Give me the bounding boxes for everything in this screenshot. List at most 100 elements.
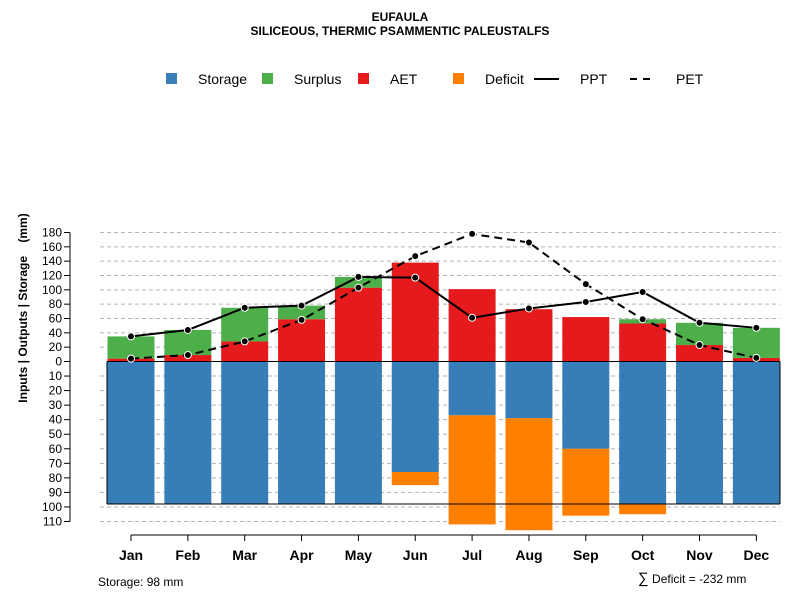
- chart-subtitle: SILICEOUS, THERMIC PSAMMENTIC PALEUSTALF…: [250, 24, 550, 38]
- bar-storage-mar: [221, 361, 269, 505]
- bar-storage-sep: [562, 361, 610, 449]
- bar-deficit-sep: [562, 448, 610, 516]
- bar-deficit-jun: [391, 472, 439, 486]
- y-tick-label-top-0: 0: [55, 355, 62, 369]
- bar-storage-oct: [619, 361, 667, 505]
- bar-storage-aug: [505, 361, 553, 419]
- x-tick-label-feb: Feb: [175, 547, 200, 563]
- legend-label-ppt: PPT: [580, 71, 608, 87]
- y-tick-label-top-40: 40: [49, 326, 63, 340]
- bar-aet-may: [334, 287, 382, 362]
- bar-storage-jun: [391, 361, 439, 473]
- bar-surplus-dec: [732, 327, 780, 358]
- x-tick-label-jan: Jan: [119, 547, 143, 563]
- bar-aet-mar: [221, 341, 269, 362]
- bar-surplus-feb: [164, 329, 212, 356]
- legend-label-storage: Storage: [198, 71, 247, 87]
- ppt-point-aug: [524, 304, 533, 313]
- bar-aet-aug: [505, 309, 553, 362]
- pet-point-jan: [127, 354, 135, 363]
- bar-storage-dec: [732, 361, 780, 505]
- storage-annotation: Storage: 98 mm: [98, 575, 184, 589]
- ppt-point-sep: [581, 298, 590, 307]
- bar-aet-nov: [676, 345, 723, 362]
- pet-point-oct: [638, 315, 647, 324]
- pet-point-jul: [468, 229, 477, 238]
- y-tick-label-bottom-90: 90: [49, 485, 63, 499]
- bar-deficit-jul: [448, 415, 496, 525]
- x-tick-label-sep: Sep: [573, 547, 599, 563]
- bar-storage-feb: [164, 361, 212, 505]
- pet-point-feb: [183, 351, 192, 360]
- x-tick-label-jun: Jun: [403, 547, 428, 563]
- ppt-point-jan: [127, 332, 135, 341]
- y-tick-label-top-160: 160: [42, 240, 62, 254]
- legend-label-surplus: Surplus: [294, 71, 341, 87]
- x-tick-label-mar: Mar: [232, 547, 257, 563]
- ppt-point-jun: [411, 273, 420, 282]
- pet-point-aug: [524, 238, 533, 247]
- bar-deficit-aug: [505, 418, 553, 531]
- bar-storage-apr: [278, 361, 326, 505]
- bar-storage-may: [334, 361, 382, 505]
- legend-swatch-deficit: [453, 73, 464, 84]
- bar-storage-nov: [676, 361, 723, 505]
- legend-label-aet: AET: [390, 71, 418, 87]
- pet-point-dec: [752, 353, 761, 362]
- y-tick-label-bottom-30: 30: [49, 398, 63, 412]
- y-axis-label: Inputs | Outputs | Storage (mm): [16, 213, 30, 402]
- legend-label-deficit: Deficit: [485, 71, 524, 87]
- pet-point-apr: [297, 315, 306, 324]
- y-tick-label-bottom-70: 70: [49, 456, 63, 470]
- ppt-point-feb: [183, 325, 192, 334]
- ppt-point-oct: [638, 287, 647, 296]
- legend-swatch-surplus: [262, 73, 273, 84]
- y-tick-label-bottom-50: 50: [49, 427, 63, 441]
- bar-storage-jul: [448, 361, 496, 416]
- legend-label-pet: PET: [676, 71, 704, 87]
- bar-surplus-apr: [278, 305, 326, 320]
- bar-surplus-may: [334, 276, 382, 288]
- y-tick-label-top-140: 140: [42, 254, 62, 268]
- y-tick-label-bottom-110: 110: [43, 514, 62, 528]
- x-tick-label-nov: Nov: [686, 547, 713, 563]
- y-tick-label-top-80: 80: [49, 297, 63, 311]
- y-tick-label-bottom-80: 80: [49, 471, 63, 485]
- deficit-annotation-text: Deficit = -232 mm: [652, 572, 747, 586]
- pet-point-sep: [581, 280, 590, 289]
- y-tick-label-bottom-40: 40: [49, 413, 63, 427]
- ppt-point-nov: [695, 318, 704, 327]
- ppt-point-mar: [240, 303, 249, 312]
- bar-storage-jan: [107, 361, 155, 505]
- ppt-point-may: [354, 272, 363, 281]
- pet-point-may: [354, 283, 363, 292]
- bar-aet-sep: [562, 317, 610, 362]
- y-tick-label-top-180: 180: [42, 225, 62, 239]
- y-tick-label-top-120: 120: [42, 268, 62, 282]
- y-tick-label-top-60: 60: [49, 311, 63, 325]
- bar-aet-jul: [448, 289, 496, 362]
- x-tick-label-oct: Oct: [631, 547, 655, 563]
- ppt-point-dec: [752, 323, 761, 332]
- ppt-point-apr: [297, 301, 306, 310]
- y-tick-label-bottom-20: 20: [49, 384, 63, 398]
- legend-swatch-storage: [166, 73, 177, 84]
- bar-surplus-mar: [221, 307, 269, 342]
- x-tick-label-jul: Jul: [462, 547, 482, 563]
- y-tick-label-top-100: 100: [42, 283, 62, 297]
- x-tick-label-aug: Aug: [515, 547, 542, 563]
- ppt-line: [130, 275, 757, 338]
- bar-surplus-jan: [107, 336, 155, 359]
- pet-line: [130, 232, 757, 360]
- pet-point-jun: [411, 252, 420, 261]
- chart-title: EUFAULA: [371, 10, 429, 24]
- x-tick-label-may: May: [345, 547, 372, 563]
- ppt-point-jul: [468, 313, 477, 322]
- bar-deficit-oct: [619, 504, 667, 515]
- sum-symbol: ∑: [638, 570, 649, 587]
- pet-point-nov: [695, 341, 704, 350]
- y-tick-label-top-20: 20: [49, 340, 63, 354]
- pet-point-mar: [240, 337, 249, 346]
- deficit-annotation: ∑ Deficit = -232 mm: [638, 570, 746, 587]
